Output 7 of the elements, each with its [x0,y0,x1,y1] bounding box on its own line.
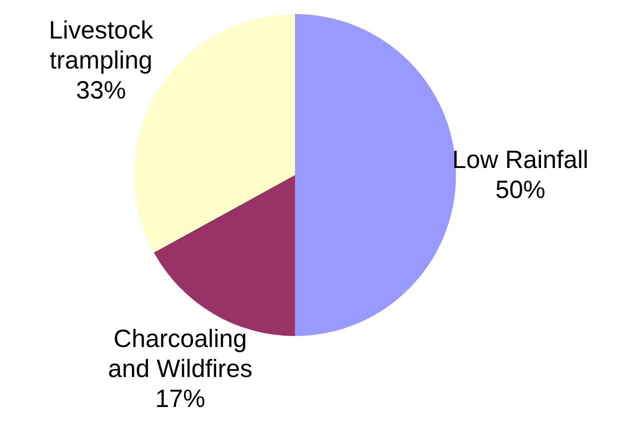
data-label: 17% [155,385,206,414]
slice-label: Livestock trampling [48,16,154,74]
data-label: 50% [495,176,546,204]
data-label: 33% [76,76,126,104]
pie-slice [295,14,456,336]
slice-label: Charcoaling and Wildfires [108,325,253,384]
slice-label: Low Rainfall [452,146,588,174]
